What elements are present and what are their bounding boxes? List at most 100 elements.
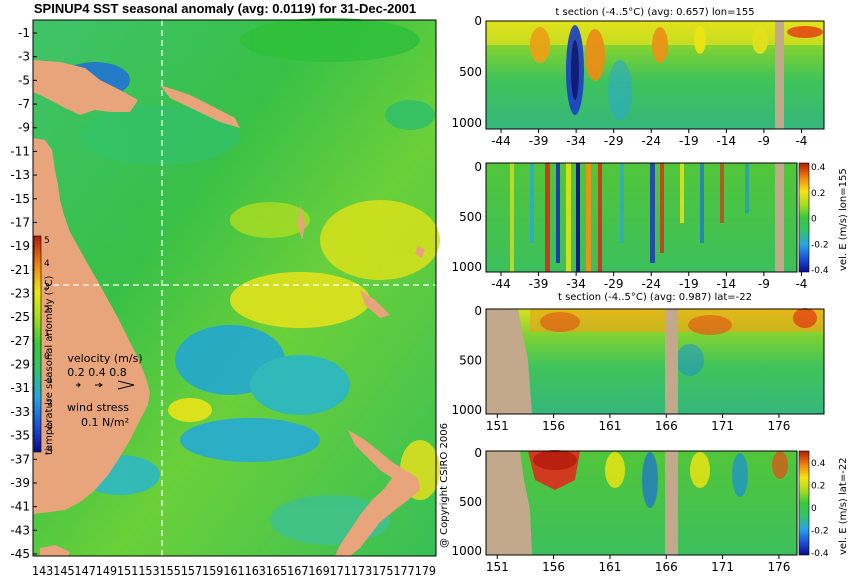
sst-map: -1-3-5-7-9-11-13-15-17-19-21-23-25-27-29…	[10, 18, 440, 578]
map-y-tick-label: -1	[18, 26, 30, 40]
map-y-tick-label: -15	[10, 192, 30, 206]
panel-2-x-axis: -44 -39 -34 -29 -24 -19 -14 -9 -4	[491, 272, 807, 291]
map-y-tick-label: -31	[10, 381, 30, 395]
map-y-tick-label: -41	[10, 500, 30, 514]
panel-y-tick-label: 1000	[451, 260, 482, 274]
panel-y-tick-label: 1000	[451, 544, 482, 558]
panel-x-tick-label: 161	[598, 560, 621, 574]
panel-colorbar-tick: 0.2	[811, 482, 825, 492]
velocity-legend-scale: 0.2 0.4 0.8	[67, 366, 126, 379]
map-colorbar-tick: 1	[44, 329, 50, 339]
panel-4-x-axis: 151 156 161 166 171 176	[486, 555, 790, 574]
panel-x-tick-label: 176	[767, 419, 790, 433]
panel-2-features	[510, 163, 749, 272]
map-colorbar-tick: -1	[44, 375, 53, 385]
map-colorbar-tick: -4	[44, 445, 53, 455]
panel-1-x-axis: -44 -39 -34 -29 -24 -19 -14 -9 -4	[491, 129, 807, 148]
panel-colorbar-tick: -0.4	[811, 266, 829, 276]
map-land-new-caledonia	[360, 290, 390, 318]
velocity-legend-arrows	[76, 380, 135, 390]
panel-y-tick-label: 0	[474, 446, 482, 460]
panel-x-tick-label: -34	[566, 134, 586, 148]
map-colorbar-ticks: 5 4 3 2 1 0 -1 -2 -3 -4	[44, 236, 53, 455]
panel-2-land	[775, 163, 784, 272]
map-y-tick-label: -25	[10, 310, 30, 324]
panel-4-features	[528, 450, 788, 508]
map-x-tick-labels: 1431451471491511531551571591611631651671…	[32, 563, 436, 578]
panel-4-land-australia	[486, 451, 532, 555]
map-colorbar-tick: 0	[44, 352, 50, 362]
map-land-new-zealand	[335, 430, 420, 556]
wind-legend-title: wind stress	[67, 401, 129, 414]
panel-colorbar-tick: 0	[811, 504, 817, 514]
section-panel-3: t section (-4..5°C) (avg: 0.987) lat=-22…	[451, 292, 825, 433]
wind-legend-scale: 0.1 N/m²	[81, 416, 129, 429]
panel-y-tick-label: 500	[459, 65, 482, 79]
panel-y-tick-label: 0	[474, 160, 482, 174]
panel-colorbar-tick: -0.2	[811, 527, 829, 537]
panel-x-tick-label: -19	[679, 134, 699, 148]
map-y-tick-label: -33	[10, 405, 30, 419]
panel-x-tick-label: -34	[566, 277, 586, 291]
map-y-tick-label: -19	[10, 239, 30, 253]
panel-x-tick-label: -14	[717, 134, 737, 148]
panel-y-tick-label: 0	[474, 14, 482, 28]
map-y-tick-label: -23	[10, 287, 30, 301]
panel-x-tick-label: -4	[795, 277, 807, 291]
section-panel-1: t section (-4..5°C) (avg: 0.657) lon=155…	[451, 7, 825, 148]
panel-y-tick-label: 0	[474, 304, 482, 318]
panel-x-tick-label: 151	[486, 419, 509, 433]
panel-x-tick-label: -9	[758, 134, 770, 148]
map-y-tick-label: -39	[10, 476, 30, 490]
panel-x-tick-label: 161	[598, 419, 621, 433]
map-y-tick-label: -7	[18, 97, 30, 111]
map-y-tick-label: -29	[10, 358, 30, 372]
map-colorbar-label: temperature seasonal anomaly (°C)	[44, 276, 55, 455]
panel-x-tick-label: -24	[641, 277, 661, 291]
map-colorbar-tick: 2	[44, 306, 50, 316]
panel-x-tick-label: -39	[529, 277, 549, 291]
panel-y-tick-label: 1000	[451, 403, 482, 417]
map-y-tick-label: -3	[18, 50, 30, 64]
panel-3-x-axis: 151 156 161 166 171 176	[486, 414, 790, 433]
panel-1-features	[486, 21, 824, 120]
panel-x-tick-label: -19	[679, 277, 699, 291]
panel-3-y-axis: 0 500 1000	[451, 304, 482, 417]
panel-3-title: t section (-4..5°C) (avg: 0.987) lat=-22	[558, 292, 752, 303]
panel-3-land-australia	[486, 309, 532, 414]
copyright-text: @ Copyright CSIRO 2006	[439, 423, 450, 548]
panel-y-tick-label: 500	[459, 354, 482, 368]
panel-y-tick-label: 500	[459, 210, 482, 224]
panel-x-tick-label: 151	[486, 560, 509, 574]
map-colorbar-tick: -2	[44, 399, 53, 409]
map-y-tick-label: -43	[10, 523, 30, 537]
panel-x-tick-label: -44	[491, 277, 511, 291]
map-colorbar-tick: 3	[44, 282, 50, 292]
map-y-tick-label: -13	[10, 168, 30, 182]
panel-x-tick-label: 171	[711, 419, 734, 433]
map-y-tick-label: -45	[10, 547, 30, 561]
panel-x-tick-label: 171	[711, 560, 734, 574]
panel-x-tick-label: -39	[529, 134, 549, 148]
panel-x-tick-label: -14	[717, 277, 737, 291]
panel-x-tick-label: 166	[655, 419, 678, 433]
panel-colorbar-tick: 0.4	[811, 459, 826, 469]
panel-x-tick-label: -9	[758, 277, 770, 291]
map-y-tick-label: -9	[18, 121, 30, 135]
panel-x-tick-label: -29	[604, 277, 624, 291]
map-land-fiji	[415, 245, 425, 258]
map-land-tasmania	[40, 545, 70, 556]
panel-x-tick-label: -29	[604, 134, 624, 148]
map-land-australia	[33, 138, 150, 514]
map-frame	[32, 19, 437, 557]
panel-colorbar-tick: -0.2	[811, 240, 829, 250]
map-y-tick-label: -27	[10, 334, 30, 348]
panel-2-colorbar	[798, 162, 810, 273]
panel-y-tick-label: 1000	[451, 116, 482, 130]
panel-1-y-axis: 0 500 1000	[451, 14, 482, 130]
map-y-tick-label: -17	[10, 215, 30, 229]
panel-colorbar-tick: 0.4	[811, 163, 826, 173]
panel-3-frame	[485, 308, 825, 415]
panel-2-y-axis: 0 500 1000	[451, 160, 482, 274]
main-title: SPINUP4 SST seasonal anomaly (avg: 0.011…	[34, 1, 416, 16]
